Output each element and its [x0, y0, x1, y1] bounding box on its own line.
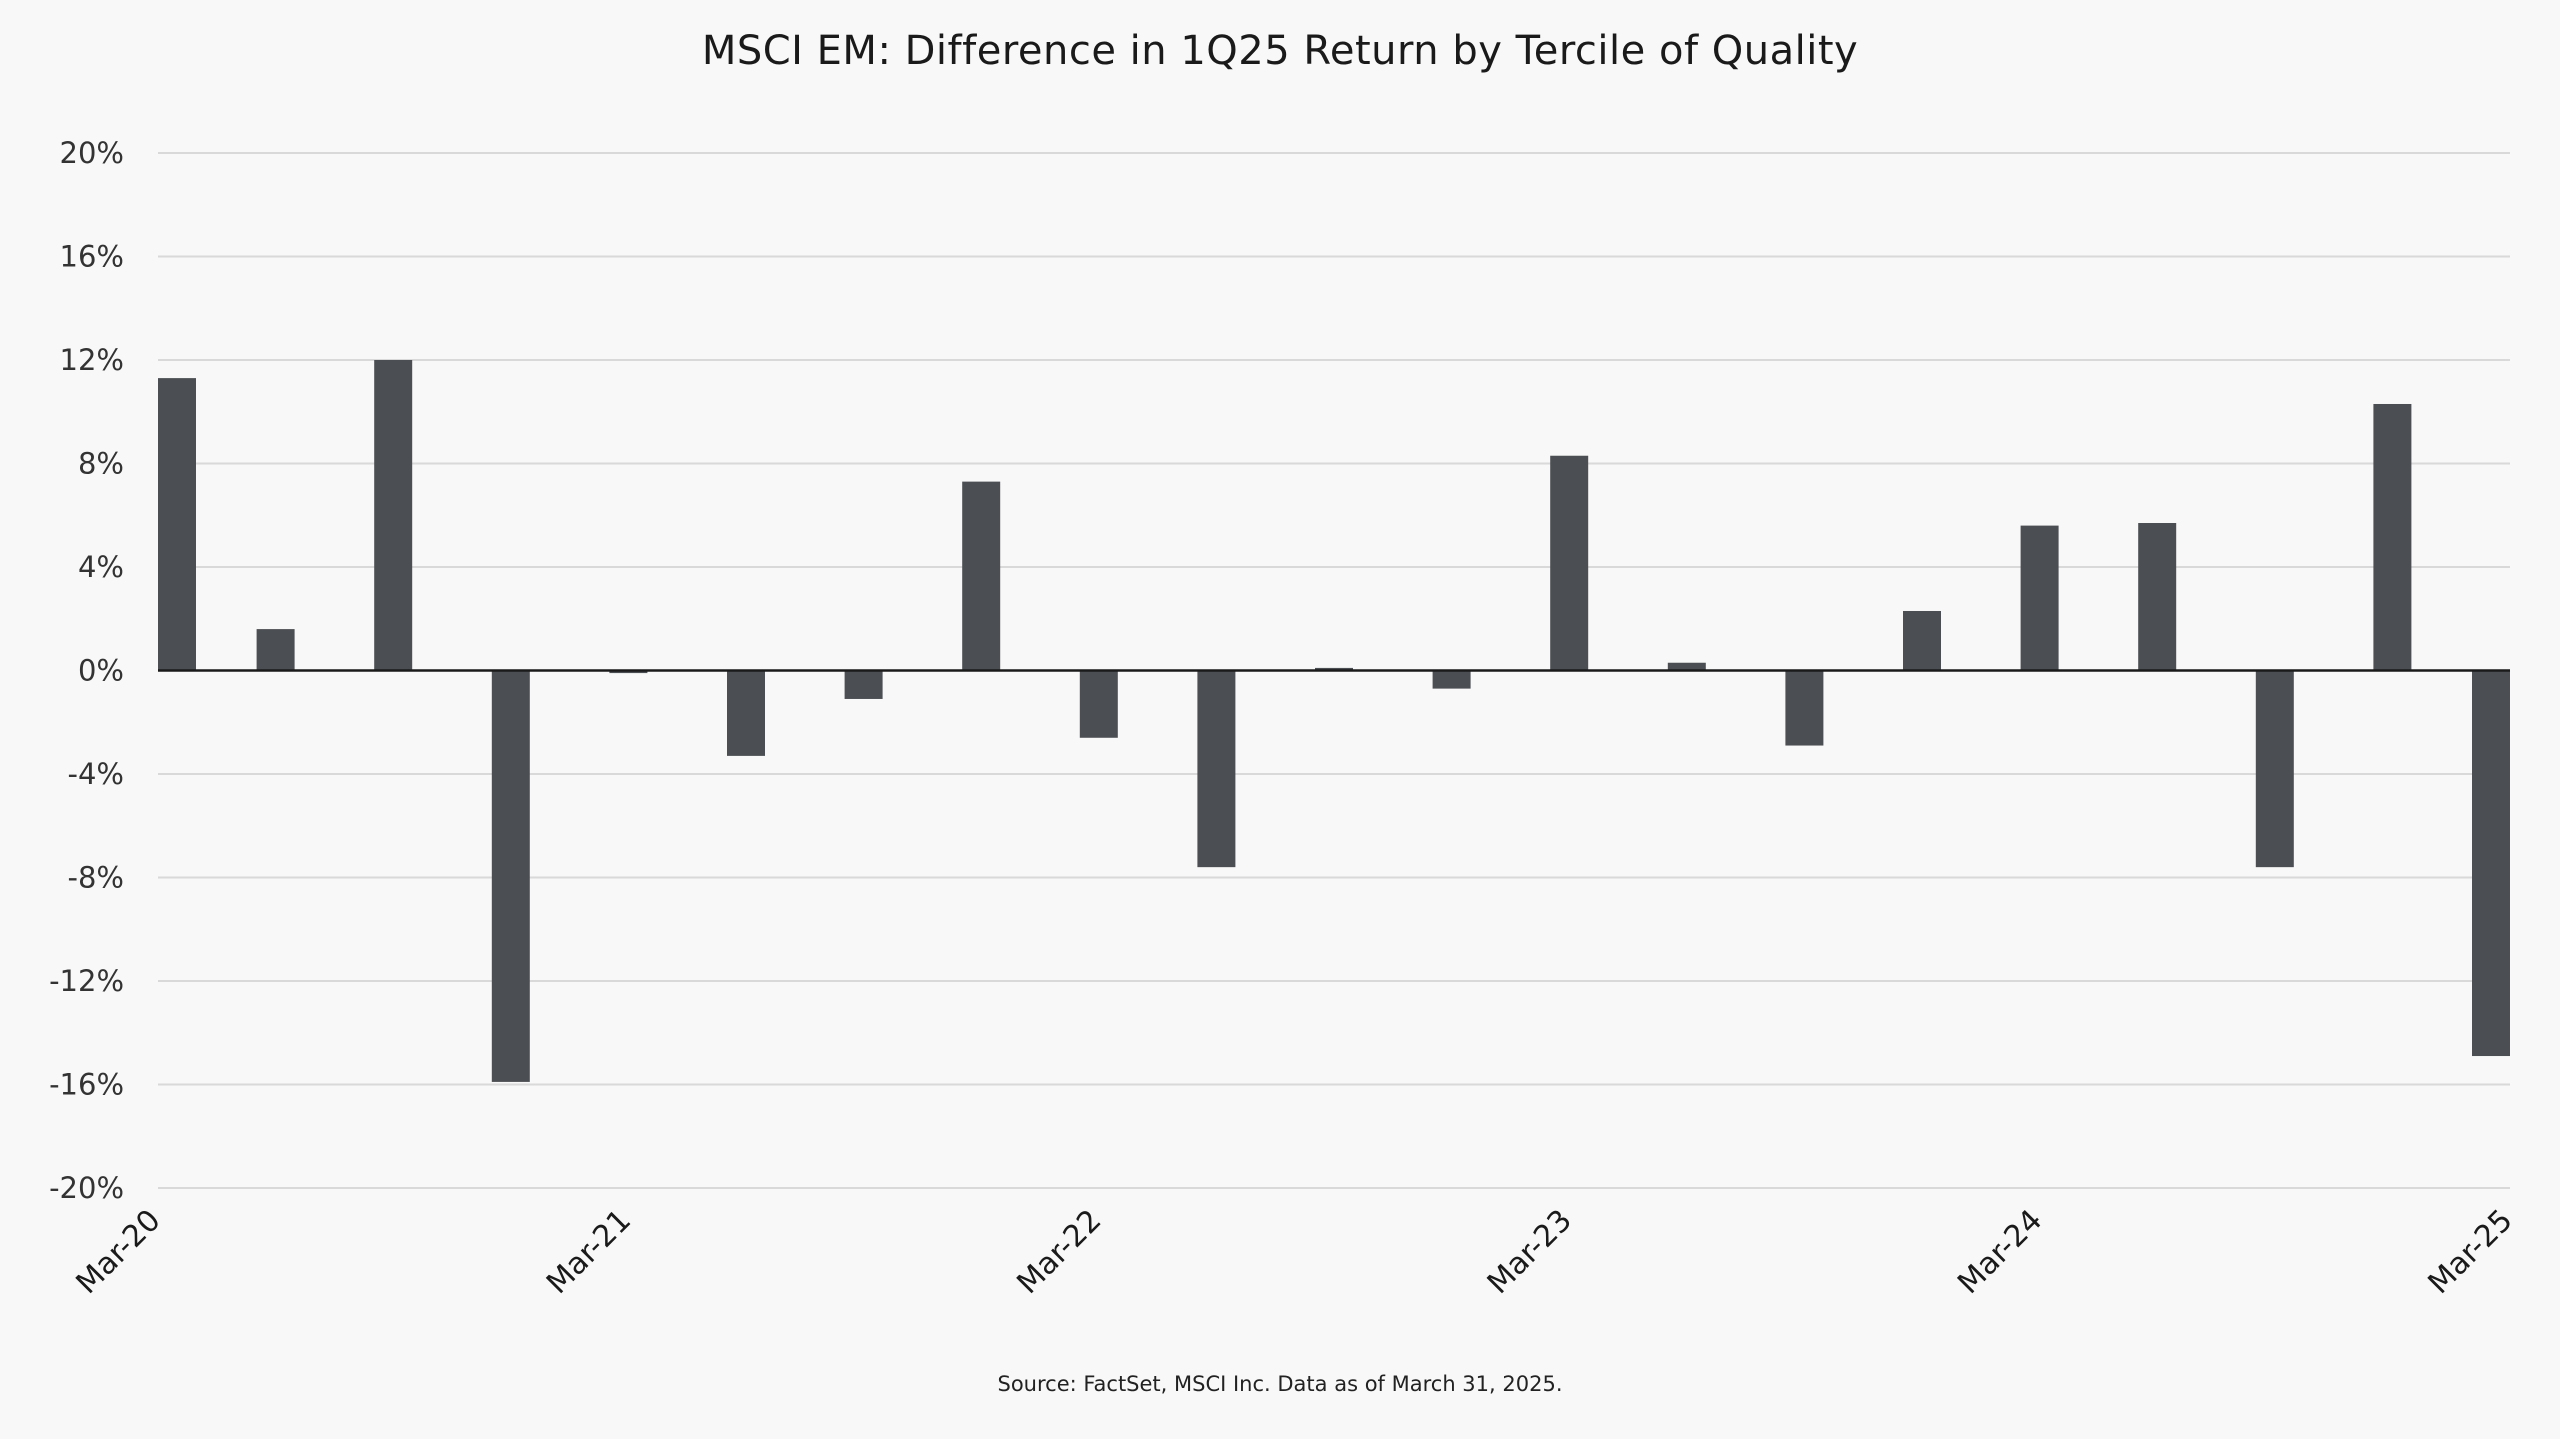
- bar-mar-21: [609, 670, 648, 674]
- bar-dec-22: [1432, 670, 1471, 689]
- x-axis-tick-labels: Mar-20 Mar-21 Mar-22 Mar-23 Mar-24 Mar-25: [70, 1203, 2520, 1301]
- y-tick-label: -12%: [49, 964, 124, 998]
- bar-sep-22: [1315, 667, 1353, 671]
- y-tick-label: -16%: [49, 1068, 124, 1102]
- y-tick-label: 0%: [78, 654, 124, 688]
- bar-jun-21: [727, 670, 765, 756]
- source-note: Source: FactSet, MSCI Inc. Data as of Ma…: [997, 1372, 1563, 1396]
- x-tick-label: Mar-22: [1010, 1203, 1108, 1301]
- bar-mar-20: [158, 378, 196, 671]
- bar-dec-23: [1903, 610, 1941, 671]
- bar-dec-21: [962, 481, 1001, 671]
- y-tick-label: 4%: [78, 550, 124, 584]
- y-tick-label: -20%: [49, 1171, 124, 1205]
- bar-jun-20: [256, 629, 295, 671]
- y-tick-label: -4%: [68, 757, 124, 791]
- bar-dec-20: [491, 670, 530, 1082]
- bar-sep-24: [2255, 670, 2294, 868]
- bar-sep-21: [844, 670, 883, 699]
- bar-mar-22: [1079, 670, 1118, 738]
- bar-sep-20: [374, 360, 413, 671]
- bar-jun-22: [1197, 670, 1236, 868]
- y-tick-label: 12%: [60, 343, 124, 377]
- bar-sep-23: [1785, 670, 1824, 746]
- x-tick-label: Mar-21: [540, 1203, 638, 1301]
- bars: [158, 360, 2510, 1082]
- x-tick-label: Mar-23: [1481, 1203, 1579, 1301]
- bar-mar-24: [2020, 525, 2059, 671]
- bar-jun-23: [1667, 662, 1706, 671]
- chart-title: MSCI EM: Difference in 1Q25 Return by Te…: [701, 28, 1859, 74]
- x-tick-label: Mar-20: [70, 1203, 168, 1301]
- bar-jun-24: [2138, 523, 2177, 671]
- bar-mar-25: [2472, 670, 2510, 1057]
- bar-mar-23: [1550, 455, 1589, 671]
- bar-dec-24: [2373, 403, 2412, 671]
- y-tick-label: 8%: [78, 447, 124, 481]
- x-tick-label: Mar-25: [2422, 1203, 2520, 1301]
- gridlines: [158, 152, 2510, 1189]
- y-tick-label: 20%: [60, 136, 124, 170]
- x-tick-label: Mar-24: [1951, 1203, 2049, 1301]
- y-tick-label: -8%: [68, 861, 124, 895]
- y-axis-tick-labels: 20% 16% 12% 8% 4% 0% -4% -8% -12% -16% -20%: [49, 136, 124, 1205]
- y-tick-label: 16%: [60, 240, 124, 274]
